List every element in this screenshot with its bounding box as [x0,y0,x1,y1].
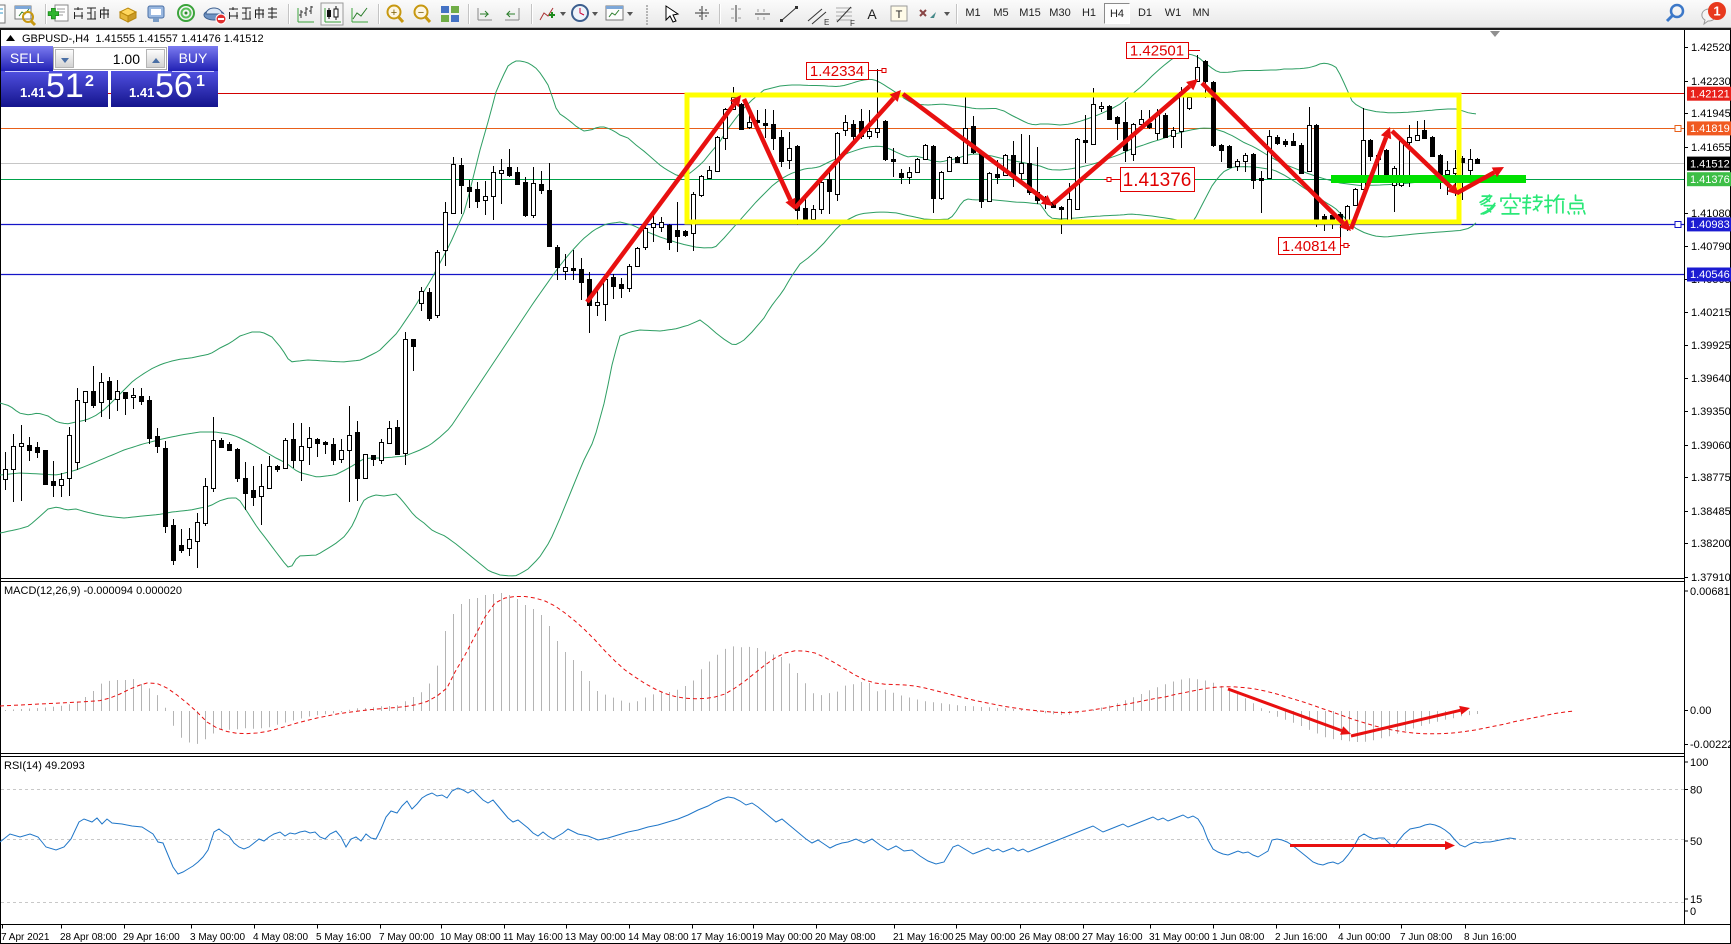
svg-text:1.41819: 1.41819 [1690,123,1730,135]
svg-text:1: 1 [1713,4,1720,19]
svg-text:-0.002227: -0.002227 [1690,739,1731,751]
svg-text:+: + [391,7,397,19]
svg-text:28 Apr 08:00: 28 Apr 08:00 [60,932,117,943]
svg-text:80: 80 [1690,785,1702,797]
svg-text:21 May 16:00: 21 May 16:00 [893,932,954,943]
svg-text:7 Jun 08:00: 7 Jun 08:00 [1400,932,1453,943]
svg-text:1.40983: 1.40983 [1690,219,1730,231]
svg-text:1.41512: 1.41512 [1690,158,1730,170]
svg-text:1.37910: 1.37910 [1691,572,1731,584]
svg-text:1.40546: 1.40546 [1690,269,1730,281]
svg-text:26 May 08:00: 26 May 08:00 [1019,932,1080,943]
svg-text:1.39060: 1.39060 [1691,440,1731,452]
svg-text:GBPUSD-,H4 1.41555 1.41557 1.: GBPUSD-,H4 1.41555 1.41557 1.41476 1.415… [22,33,264,45]
svg-text:14 May 08:00: 14 May 08:00 [628,932,689,943]
svg-text:1.40790: 1.40790 [1691,241,1731,253]
svg-text:F: F [850,19,855,28]
svg-text:50: 50 [1690,836,1702,848]
svg-text:11 May 16:00: 11 May 16:00 [503,932,563,943]
svg-text:−: − [418,7,424,19]
svg-text:27 May 16:00: 27 May 16:00 [1082,932,1143,943]
svg-text:15: 15 [1690,894,1702,906]
svg-text:1.39350: 1.39350 [1691,406,1731,418]
svg-text:3 May 00:00: 3 May 00:00 [190,932,245,943]
svg-text:1.41655: 1.41655 [1691,142,1731,154]
svg-text:E: E [824,18,829,27]
svg-text:1.42230: 1.42230 [1691,76,1731,88]
svg-text:8 Jun 16:00: 8 Jun 16:00 [1464,932,1517,943]
svg-text:0.00: 0.00 [1690,705,1711,717]
svg-text:T: T [896,9,903,21]
svg-text:1.42334: 1.42334 [810,63,864,80]
svg-text:7 May 00:00: 7 May 00:00 [379,932,434,943]
svg-text:25 May 00:00: 25 May 00:00 [955,932,1016,943]
svg-text:0.006811: 0.006811 [1690,586,1731,598]
svg-text:1.41945: 1.41945 [1691,108,1731,120]
svg-text:19 May 00:00: 19 May 00:00 [752,932,813,943]
svg-text:1 Jun 08:00: 1 Jun 08:00 [1212,932,1265,943]
svg-text:100: 100 [1690,757,1708,769]
svg-text:1.41376: 1.41376 [1690,174,1730,186]
svg-text:RSI(14) 49.2093: RSI(14) 49.2093 [4,760,85,772]
svg-text:2 Jun 16:00: 2 Jun 16:00 [1275,932,1328,943]
svg-text:29 Apr 16:00: 29 Apr 16:00 [123,932,180,943]
svg-text:10 May 08:00: 10 May 08:00 [440,932,501,943]
svg-text:1.40215: 1.40215 [1691,307,1731,319]
svg-text:4 Jun 00:00: 4 Jun 00:00 [1338,932,1391,943]
svg-text:0: 0 [1690,906,1696,918]
svg-text:1.42501: 1.42501 [1130,42,1184,59]
svg-text:1.39640: 1.39640 [1691,373,1731,385]
svg-text:7 Apr 2021: 7 Apr 2021 [1,932,50,943]
svg-text:1.38200: 1.38200 [1691,538,1731,550]
svg-text:17 May 16:00: 17 May 16:00 [691,932,752,943]
svg-text:1.38775: 1.38775 [1691,472,1731,484]
svg-text:1.41080: 1.41080 [1691,208,1731,220]
svg-text:1.38485: 1.38485 [1691,506,1731,518]
svg-text:13 May 00:00: 13 May 00:00 [565,932,626,943]
svg-text:31 May 00:00: 31 May 00:00 [1149,932,1210,943]
svg-text:5 May 16:00: 5 May 16:00 [316,932,371,943]
svg-text:1.42520: 1.42520 [1691,42,1731,54]
svg-text:1.39925: 1.39925 [1691,340,1731,352]
svg-text:A: A [867,6,877,22]
svg-text:20 May 08:00: 20 May 08:00 [815,932,876,943]
svg-text:1.41376: 1.41376 [1123,170,1192,191]
svg-text:1.40814: 1.40814 [1282,238,1336,255]
svg-text:4 May 08:00: 4 May 08:00 [253,932,308,943]
svg-text:MACD(12,26,9) -0.000094 0.0000: MACD(12,26,9) -0.000094 0.000020 [4,585,182,597]
svg-text:1.42121: 1.42121 [1690,88,1730,100]
